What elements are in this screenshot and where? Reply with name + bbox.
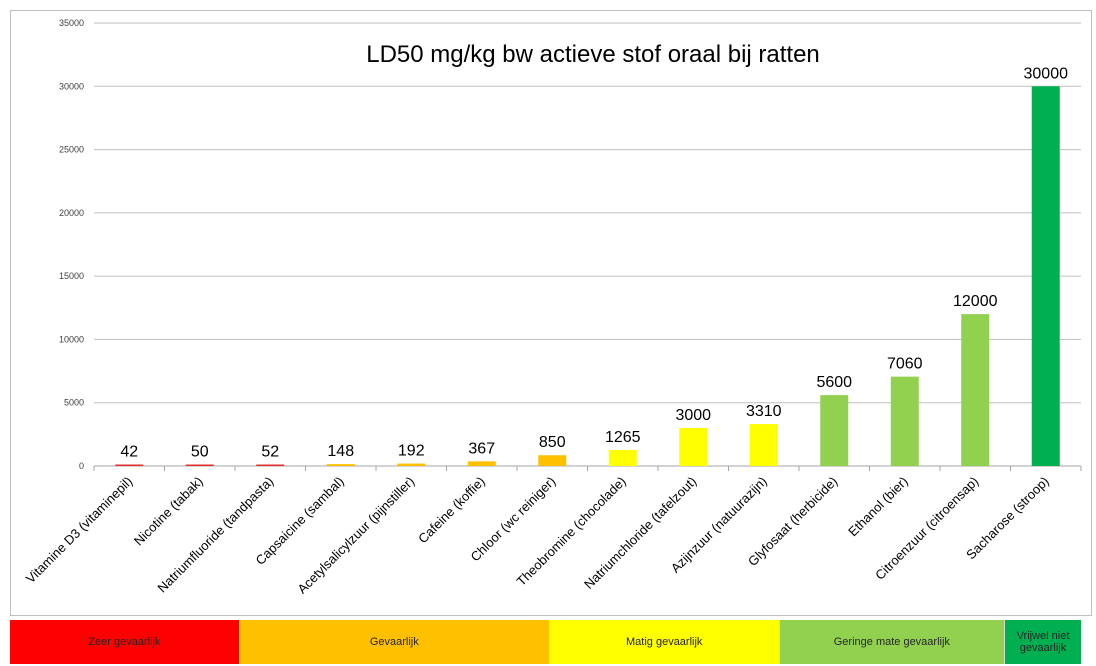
data-label: 3000 xyxy=(675,407,711,424)
x-tick-label: Acetylsalicylzuur (pijnstiller) xyxy=(294,474,417,597)
data-label: 52 xyxy=(261,444,279,461)
legend-band-item: Gevaarlijk xyxy=(239,620,550,664)
bar xyxy=(467,461,496,466)
x-tick-label: Natriumchloride (tafelzout) xyxy=(581,474,699,592)
x-tick-label: Nicotine (tabak) xyxy=(131,474,206,549)
bar xyxy=(538,455,567,466)
bar xyxy=(749,424,778,466)
y-tick-label: 20000 xyxy=(59,208,84,218)
bar xyxy=(820,395,849,466)
y-tick-label: 15000 xyxy=(59,271,84,281)
danger-legend-band: Zeer gevaarlijk Gevaarlijk Matig gevaarlij… xyxy=(10,620,1094,664)
data-label: 12000 xyxy=(953,293,998,310)
data-label: 7060 xyxy=(887,356,923,373)
legend-band-item: Zeer gevaarlijk xyxy=(10,620,240,664)
y-tick-label: 35000 xyxy=(59,18,84,28)
legend-band-item: Geringe mate gevaarlijk xyxy=(779,620,1006,664)
x-tick-label: Cafeine (koffie) xyxy=(415,474,488,547)
bar xyxy=(185,464,214,466)
bar xyxy=(961,314,990,466)
bar xyxy=(608,449,637,466)
y-tick-label: 10000 xyxy=(59,334,84,344)
data-label: 42 xyxy=(120,444,138,461)
legend-band-item: Matig gevaarlijk xyxy=(549,620,780,664)
data-label: 367 xyxy=(468,440,495,457)
bar xyxy=(397,463,426,466)
data-label: 850 xyxy=(539,434,566,451)
bar xyxy=(326,464,355,466)
y-tick-label: 0 xyxy=(79,461,84,471)
data-label: 1265 xyxy=(605,429,641,446)
data-label: 50 xyxy=(191,444,209,461)
data-label: 30000 xyxy=(1024,65,1069,82)
bar xyxy=(679,428,708,466)
ld50-bar-chart: LD50 mg/kg bw actieve stof oraal bij rat… xyxy=(23,18,1082,597)
y-tick-label: 25000 xyxy=(59,145,84,155)
y-tick-label: 30000 xyxy=(59,81,84,91)
data-label: 3310 xyxy=(746,403,782,420)
data-label: 5600 xyxy=(816,374,852,391)
bar xyxy=(890,376,919,466)
x-tick-label: Vitamine D3 (vitaminepil) xyxy=(23,474,136,587)
chart-frame xyxy=(10,10,1092,616)
bar xyxy=(256,464,285,466)
bar xyxy=(115,464,144,466)
x-tick-label: Natriumfluoride (tandpasta) xyxy=(154,474,276,596)
y-tick-label: 5000 xyxy=(64,398,84,408)
x-tick-label: Ethanol (bier) xyxy=(845,474,911,540)
data-label: 148 xyxy=(327,443,354,460)
legend-band-item: Vrijwel niet gevaarlijk xyxy=(1005,620,1081,664)
chart-title: LD50 mg/kg bw actieve stof oraal bij rat… xyxy=(366,41,820,68)
bar xyxy=(1031,86,1060,467)
data-label: 192 xyxy=(398,443,425,460)
